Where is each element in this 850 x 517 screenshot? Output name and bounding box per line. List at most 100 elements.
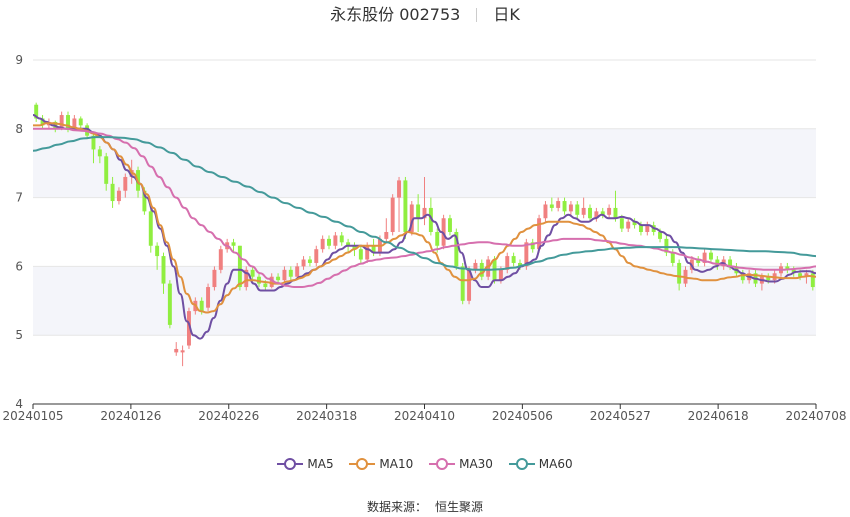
candle-body — [607, 207, 612, 215]
candle-body — [66, 115, 70, 129]
candle-body — [110, 183, 115, 202]
legend-marker-icon — [508, 458, 535, 470]
candle-body — [543, 204, 548, 219]
candle-body — [568, 204, 573, 212]
candle-body — [186, 311, 191, 346]
candle-body — [428, 207, 433, 232]
candle-body — [301, 259, 306, 267]
y-tick-label: 5 — [15, 328, 23, 342]
candle-body — [346, 242, 351, 246]
moving-average-lines — [32, 114, 817, 340]
candle-body — [358, 249, 363, 260]
series-line-ma60 — [32, 136, 817, 271]
legend-item-ma30[interactable]: MA30 — [429, 457, 493, 471]
candle-body — [78, 118, 83, 126]
candle-body — [72, 118, 77, 129]
candle-body — [537, 218, 542, 250]
candle-body — [314, 249, 319, 263]
candle-body — [174, 348, 179, 353]
candle-body — [638, 225, 643, 232]
candle-body — [804, 273, 809, 277]
candle-body — [677, 262, 682, 284]
legend-item-ma60[interactable]: MA60 — [508, 457, 573, 471]
candle-body — [460, 266, 465, 301]
candle-body — [390, 197, 395, 232]
candle-body — [549, 204, 554, 208]
candle-body — [384, 232, 389, 239]
chart-title: 永东股份 002753 — [330, 5, 461, 24]
candle-body — [658, 232, 663, 239]
candle-body — [269, 276, 274, 288]
title-separator — [476, 8, 478, 22]
candle-body — [320, 238, 325, 250]
candle-body — [282, 269, 287, 281]
y-tick-label: 7 — [15, 191, 23, 205]
legend-label: MA10 — [379, 457, 414, 471]
x-axis: 20240105 20240126 20240226 20240318 20240410… — [2, 403, 847, 423]
candle-body — [339, 235, 344, 243]
candle-body — [155, 245, 160, 257]
candle-body — [409, 204, 414, 232]
candle-body — [123, 176, 128, 191]
candle-body — [91, 135, 96, 150]
candle-body — [257, 276, 261, 284]
candle-body — [702, 252, 707, 263]
candle-body — [810, 273, 815, 288]
candle-body — [397, 180, 402, 198]
candle-body — [365, 245, 370, 260]
candle-body — [581, 207, 586, 215]
legend-item-ma10[interactable]: MA10 — [349, 457, 413, 471]
candle-body — [263, 283, 268, 288]
candle-body — [218, 249, 223, 270]
candle-body — [441, 218, 446, 246]
candle-body — [785, 266, 790, 270]
candle-body — [530, 242, 535, 250]
legend-label: MA5 — [307, 457, 334, 471]
candle-body — [199, 300, 204, 312]
candle-body — [180, 350, 185, 353]
x-tick-label: 20240506 — [492, 409, 553, 423]
candle-body — [352, 245, 357, 250]
series-line-ma30 — [33, 127, 817, 288]
candle-body — [116, 190, 121, 202]
candle-body — [403, 180, 408, 232]
candle-body — [59, 115, 64, 129]
candle-body — [333, 235, 338, 246]
series-line-ma10 — [33, 122, 817, 314]
candle-body — [212, 269, 217, 288]
candle-body — [594, 211, 599, 219]
y-tick-label: 4 — [15, 397, 23, 411]
candle-body — [206, 287, 211, 308]
source-name: 恒生聚源 — [435, 500, 484, 514]
data-source: 数据来源： 恒生聚源 — [0, 498, 850, 515]
y-tick-label: 9 — [15, 53, 23, 67]
candle-body — [97, 149, 102, 157]
candle-body — [556, 201, 561, 208]
candle-body — [575, 204, 580, 215]
candle-body — [708, 252, 713, 260]
candle-body — [237, 245, 242, 288]
candle-body — [447, 218, 452, 232]
candle-body — [307, 259, 312, 263]
x-tick-label: 20240105 — [2, 409, 63, 423]
candle-body — [422, 207, 427, 219]
candle-body — [626, 221, 631, 229]
candle-body — [435, 232, 440, 246]
legend: MA5 MA10 MA30 MA60 — [0, 457, 850, 474]
candle-body — [645, 225, 650, 232]
x-tick-label: 20240527 — [590, 409, 651, 423]
y-tick-label: 8 — [15, 122, 23, 136]
legend-label: MA30 — [459, 457, 493, 471]
candle-body — [231, 242, 236, 246]
y-tick-label: 6 — [15, 259, 23, 273]
candle-body — [562, 201, 567, 212]
legend-item-ma5[interactable]: MA5 — [277, 457, 334, 471]
candle-body — [295, 266, 300, 277]
candle-body — [104, 156, 109, 184]
y-axis-labels: 4 5 6 7 8 9 — [15, 53, 23, 411]
candle-body — [142, 190, 147, 212]
x-tick-label: 20240126 — [100, 409, 161, 423]
candle-body — [524, 242, 529, 267]
x-tick-label: 20240708 — [785, 409, 846, 423]
